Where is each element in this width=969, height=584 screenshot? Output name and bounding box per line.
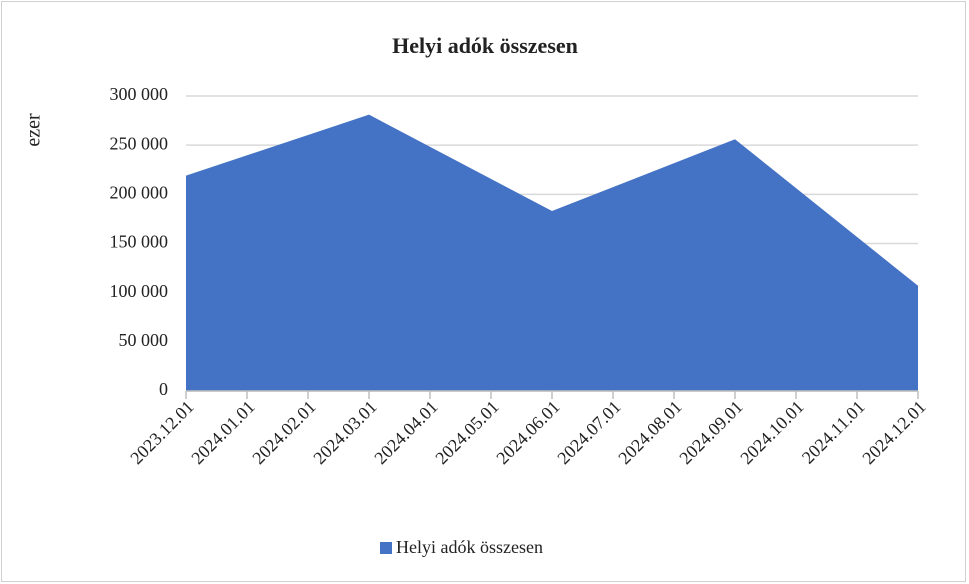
y-tick-label: 0 bbox=[159, 379, 168, 399]
y-tick-label: 250 000 bbox=[110, 133, 169, 153]
y-tick-label: 100 000 bbox=[110, 281, 169, 301]
y-tick-label: 50 000 bbox=[119, 330, 169, 350]
chart-title: Helyi adók összesen bbox=[392, 33, 578, 58]
legend-swatch bbox=[380, 542, 392, 554]
y-axis-label: ezer bbox=[23, 113, 45, 147]
area bbox=[186, 114, 918, 391]
y-tick-label: 150 000 bbox=[110, 232, 169, 252]
y-tick-label: 200 000 bbox=[110, 182, 169, 202]
legend-label: Helyi adók összesen bbox=[396, 537, 543, 557]
y-tick-label: 300 000 bbox=[110, 84, 169, 104]
